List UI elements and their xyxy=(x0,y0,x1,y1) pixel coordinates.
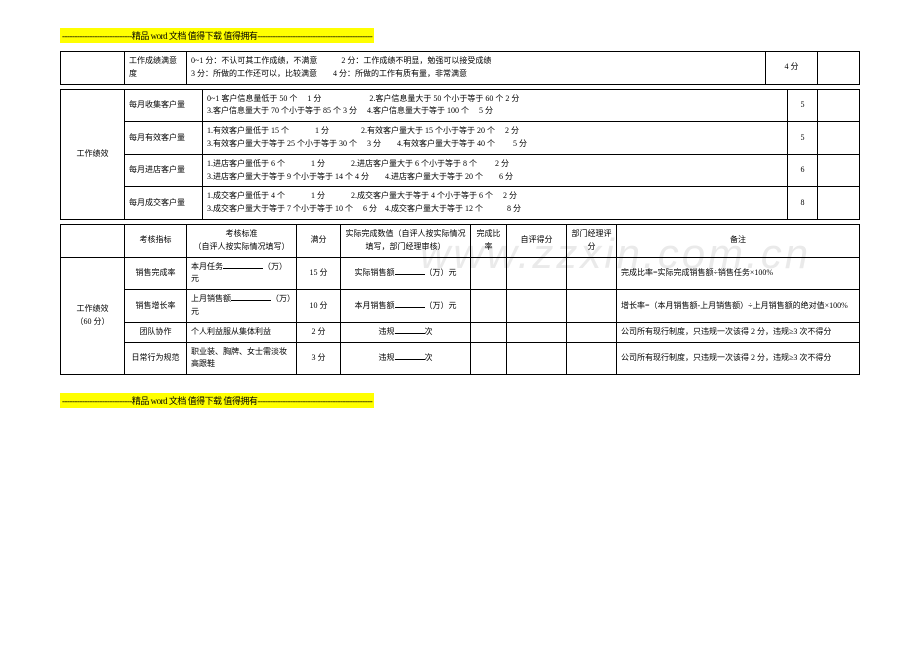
cell-value xyxy=(507,257,567,290)
cell-full: 6 xyxy=(788,154,818,187)
cell-indicator: 每月成交客户量 xyxy=(125,187,203,220)
cell-value xyxy=(507,290,567,323)
table-header-row: 考核指标考核标准 （自评人按实际情况填写）满分实际完成数值（自评人按实际情况填写… xyxy=(61,224,860,257)
cell-full: 5 xyxy=(788,122,818,155)
cell-indicator: 团队协作 xyxy=(125,322,187,342)
table-row: 销售增长率上月销售额（万）元10 分本月销售额（万）元 增长率=（本月销售额-上月… xyxy=(61,290,860,323)
cell-full: 2 分 xyxy=(297,322,341,342)
cell-value xyxy=(507,342,567,375)
cell-standard: 本月任务（万）元 xyxy=(187,257,297,290)
cell-value xyxy=(567,342,617,375)
table-row: 日常行为规范职业装、胸牌、女士需淡妆高跟鞋3 分违规次 公司所有现行制度，只违规一… xyxy=(61,342,860,375)
cell-actual: 本月销售额（万）元 xyxy=(341,290,471,323)
table-satisfaction: 工作成绩满意度 0~1 分：不认可其工作成绩，不满意 2 分：工作成绩不明显，勉… xyxy=(60,51,860,85)
cell-desc: 1.进店客户量低于 6 个 1 分 2.进店客户量大于 6 个小于等于 8 个 … xyxy=(203,154,788,187)
table-row: 每月进店客户量1.进店客户量低于 6 个 1 分 2.进店客户量大于 6 个小于… xyxy=(61,154,860,187)
table-row: 每月有效客户量1.有效客户量低于 15 个 1 分 2.有效客户量大于 15 个… xyxy=(61,122,860,155)
cell-indicator: 每月收集客户量 xyxy=(125,89,203,122)
cell-value xyxy=(471,342,507,375)
cell-full: 10 分 xyxy=(297,290,341,323)
header-cell: 完成比率 xyxy=(471,224,507,257)
table-row: 每月成交客户量1.成交客户量低于 4 个 1 分 2.成交客户量大于等于 4 个… xyxy=(61,187,860,220)
cell-indicator: 销售完成率 xyxy=(125,257,187,290)
cell-full: 5 xyxy=(788,89,818,122)
cell-indicator: 销售增长率 xyxy=(125,290,187,323)
cell-value xyxy=(471,322,507,342)
cell-indicator: 每月有效客户量 xyxy=(125,122,203,155)
cell-remark: 增长率=（本月销售额-上月销售额）÷上月销售额的绝对值×100% xyxy=(617,290,860,323)
cell-actual: 违规次 xyxy=(341,322,471,342)
cell-tail xyxy=(818,154,860,187)
cell-category: 工作绩效 （60 分） xyxy=(61,257,125,375)
table-row: 工作绩效 （60 分）销售完成率本月任务（万）元15 分实际销售额（万）元完成比… xyxy=(61,257,860,290)
cell-full: 15 分 xyxy=(297,257,341,290)
cell-value xyxy=(567,322,617,342)
table-performance: 工作绩效每月收集客户量0~1 客户信息量低于 50 个 1 分 2.客户信息量大… xyxy=(60,89,860,220)
cell-value xyxy=(567,257,617,290)
cell-tail xyxy=(818,122,860,155)
header-cell: 自评得分 xyxy=(507,224,567,257)
header-cell: 满分 xyxy=(297,224,341,257)
cell-indicator: 日常行为规范 xyxy=(125,342,187,375)
cell-full: 8 xyxy=(788,187,818,220)
cell-value xyxy=(507,322,567,342)
table-kpi: 考核指标考核标准 （自评人按实际情况填写）满分实际完成数值（自评人按实际情况填写… xyxy=(60,224,860,375)
cell-empty xyxy=(61,52,125,85)
table-row: 团队协作个人利益服从集体利益2 分违规次 公司所有现行制度，只违规一次该得 2 分… xyxy=(61,322,860,342)
cell-remark: 完成比率=实际完成销售额÷销售任务×100% xyxy=(617,257,860,290)
cell-desc: 1.成交客户量低于 4 个 1 分 2.成交客户量大于等于 4 个小于等于 6 … xyxy=(203,187,788,220)
banner-text: ----------------------------精品 word 文档 值… xyxy=(62,396,372,406)
table-row: 工作成绩满意度 0~1 分：不认可其工作成绩，不满意 2 分：工作成绩不明显，勉… xyxy=(61,52,860,85)
header-cell: 考核指标 xyxy=(125,224,187,257)
header-cell: 考核标准 （自评人按实际情况填写） xyxy=(187,224,297,257)
cell-tail xyxy=(818,187,860,220)
cell-indicator: 每月进店客户量 xyxy=(125,154,203,187)
cell-full: 3 分 xyxy=(297,342,341,375)
bottom-banner: ----------------------------精品 word 文档 值… xyxy=(60,393,374,408)
cell-standard: 职业装、胸牌、女士需淡妆高跟鞋 xyxy=(187,342,297,375)
cell-value xyxy=(471,257,507,290)
cell-value xyxy=(567,290,617,323)
cell-actual: 违规次 xyxy=(341,342,471,375)
cell-remark: 公司所有现行制度，只违规一次该得 2 分，违规≥3 次不得分 xyxy=(617,322,860,342)
cell-tail xyxy=(818,52,860,85)
banner-text: ----------------------------精品 word 文档 值… xyxy=(62,31,372,41)
cell-category: 工作绩效 xyxy=(61,89,125,219)
cell-standard: 个人利益服从集体利益 xyxy=(187,322,297,342)
header-cell: 备注 xyxy=(617,224,860,257)
cell-desc: 0~1 客户信息量低于 50 个 1 分 2.客户信息量大于 50 个小于等于 … xyxy=(203,89,788,122)
cell-full: 4 分 xyxy=(766,52,818,85)
cell-value xyxy=(471,290,507,323)
cell-remark: 公司所有现行制度，只违规一次该得 2 分，违规≥3 次不得分 xyxy=(617,342,860,375)
cell-desc: 1.有效客户量低于 15 个 1 分 2.有效客户量大于 15 个小于等于 20… xyxy=(203,122,788,155)
cell-label: 工作成绩满意度 xyxy=(125,52,187,85)
cell-desc: 0~1 分：不认可其工作成绩，不满意 2 分：工作成绩不明显，勉强可以接受成绩 … xyxy=(187,52,766,85)
cell-actual: 实际销售额（万）元 xyxy=(341,257,471,290)
header-cell: 实际完成数值（自评人按实际情况填写，部门经理审核） xyxy=(341,224,471,257)
top-banner: ----------------------------精品 word 文档 值… xyxy=(60,28,374,43)
header-cell xyxy=(61,224,125,257)
header-cell: 部门经理评分 xyxy=(567,224,617,257)
cell-standard: 上月销售额（万）元 xyxy=(187,290,297,323)
cell-tail xyxy=(818,89,860,122)
table-row: 工作绩效每月收集客户量0~1 客户信息量低于 50 个 1 分 2.客户信息量大… xyxy=(61,89,860,122)
